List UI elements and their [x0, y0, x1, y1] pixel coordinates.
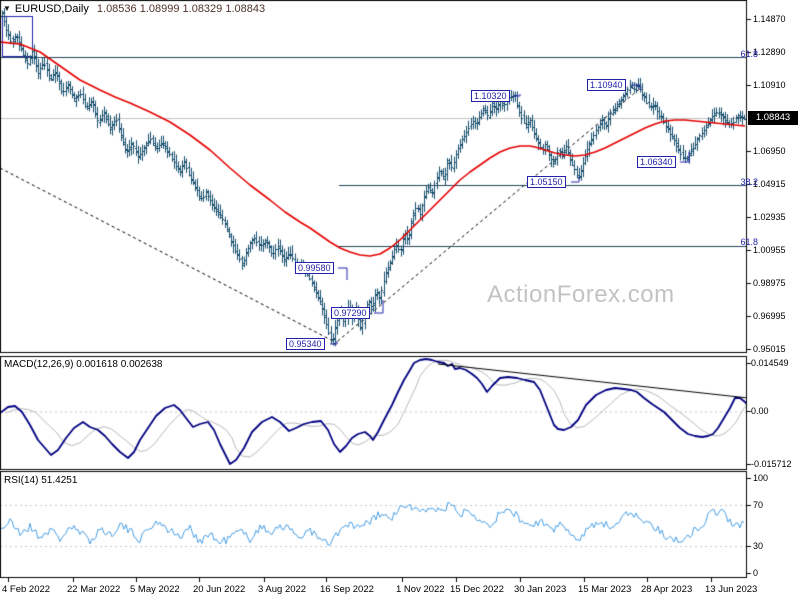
- date-axis-label: 4 Feb 2022: [2, 584, 51, 595]
- price-level-box: 1.10940: [587, 79, 626, 91]
- rsi-axis-tick: 0: [753, 568, 759, 578]
- rsi-axis-tick: 100: [753, 473, 769, 483]
- rsi-value: 51.4251: [41, 475, 78, 486]
- fib-level-label: 61.8: [740, 49, 758, 59]
- macd-axis-tick: 0.00: [751, 406, 769, 416]
- date-axis-label: 1 Nov 2022: [396, 584, 445, 595]
- date-axis-label: 3 Aug 2022: [258, 584, 307, 595]
- price-axis-tick: 0.95015: [753, 344, 786, 354]
- rsi-axis-tick: 70: [753, 500, 764, 510]
- price-axis-tick: 0.98975: [753, 278, 786, 288]
- macd-axis-tick: -0.015712: [751, 459, 792, 469]
- date-axis-label: 30 Jan 2023: [514, 584, 567, 595]
- date-axis-label: 28 Apr 2023: [641, 584, 693, 595]
- price-level-box: 0.99580: [295, 262, 334, 274]
- macd-indicator-label: MACD(12,26,9) 0.001618 0.002638: [4, 359, 162, 370]
- current-price-badge: 1.08843: [748, 111, 798, 125]
- price-level-box: 0.97290: [331, 307, 370, 319]
- rsi-title: RSI(14): [4, 475, 39, 486]
- macd-values: 0.001618 0.002638: [76, 359, 163, 370]
- symbol-dropdown-icon[interactable]: ▼: [3, 4, 11, 13]
- symbol-title: EURUSD,Daily: [14, 3, 89, 15]
- price-axis-tick: 1.14870: [753, 14, 786, 24]
- date-axis-label: 15 Dec 2022: [450, 584, 504, 595]
- price-level-box: 1.10320: [471, 90, 510, 102]
- ohlc-values: 1.08536 1.08999 1.08329 1.08843: [96, 3, 266, 15]
- price-axis-tick: 0.96995: [753, 311, 786, 321]
- chart-header: ▼ EURUSD,Daily 1.08536 1.08999 1.08329 1.0…: [3, 3, 265, 15]
- date-axis-label: 15 Mar 2023: [578, 584, 632, 595]
- price-axis-tick: 1.12890: [753, 47, 786, 57]
- date-axis-label: 5 May 2022: [130, 584, 180, 595]
- price-level-box: 1.05150: [527, 176, 566, 188]
- macd-axis-tick: 0.014549: [751, 358, 789, 368]
- price-axis-tick: 1.02935: [753, 212, 786, 222]
- date-axis-label: 20 Jun 2022: [193, 584, 246, 595]
- rsi-axis-tick: 30: [753, 541, 764, 551]
- price-level-box: 1.06340: [637, 156, 676, 168]
- price-axis-tick: 1.00955: [753, 245, 786, 255]
- price-axis-tick: 1.06950: [753, 146, 786, 156]
- date-axis-label: 13 Jun 2023: [705, 584, 758, 595]
- price-axis-tick: 1.10910: [753, 80, 786, 90]
- fib-level-label: 38.2: [740, 177, 758, 187]
- macd-title: MACD(12,26,9): [4, 359, 74, 370]
- date-axis-label: 16 Sep 2022: [320, 584, 374, 595]
- fib-level-label: 61.8: [740, 237, 758, 247]
- rsi-indicator-label: RSI(14) 51.4251: [4, 475, 77, 486]
- price-axis-tick: 1.04915: [753, 179, 786, 189]
- date-axis-label: 22 Mar 2022: [67, 584, 121, 595]
- price-level-box: 0.95340: [286, 338, 325, 350]
